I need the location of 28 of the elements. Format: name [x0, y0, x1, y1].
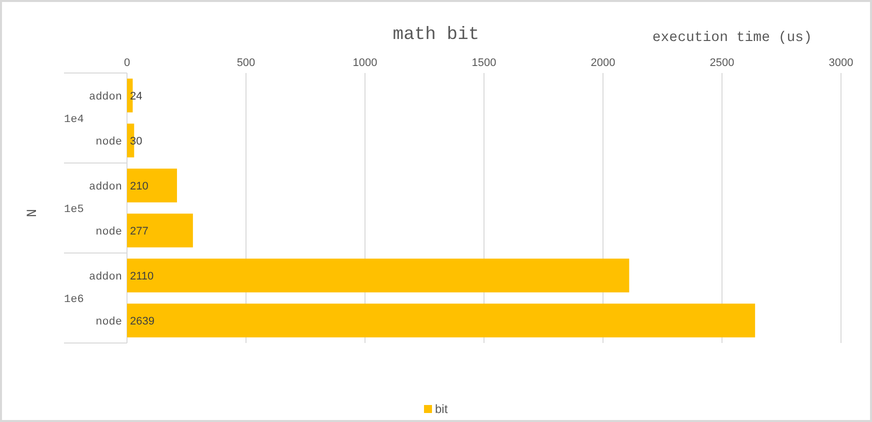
chart-title: math bit: [392, 25, 480, 45]
data-label: 277: [130, 225, 148, 238]
y-tick-label: node: [96, 226, 122, 238]
data-label: 210: [130, 180, 148, 192]
text: 1e6: [64, 294, 84, 306]
y-tick-label: addon: [88, 271, 122, 284]
x-tick-label: 1500: [472, 57, 496, 69]
x-tick-label: 1000: [352, 57, 378, 69]
data-label: 2639: [130, 315, 154, 328]
bar: [127, 168, 177, 202]
x-tick-label: 0: [124, 57, 130, 69]
bar: [127, 304, 756, 338]
x-tick-label: 2000: [590, 57, 616, 69]
y-axis-title: N: [25, 208, 41, 218]
x-axis-title: execution time (us): [652, 30, 812, 46]
bar: [127, 258, 630, 292]
text: 1e4: [64, 114, 84, 126]
y-tick-label: node: [96, 136, 122, 148]
bar: [127, 214, 193, 248]
y-tick-label: node: [96, 316, 122, 328]
data-label: 2110: [130, 270, 154, 282]
x-tick-label: 500: [236, 57, 256, 69]
y-tick-label: addon: [88, 91, 122, 104]
x-tick-label: 2500: [710, 57, 734, 69]
x-tick-label: 3000: [828, 57, 854, 69]
y-tick-label: addon: [88, 181, 122, 194]
legend-label: bit: [435, 402, 448, 416]
text: 1e5: [64, 204, 84, 216]
